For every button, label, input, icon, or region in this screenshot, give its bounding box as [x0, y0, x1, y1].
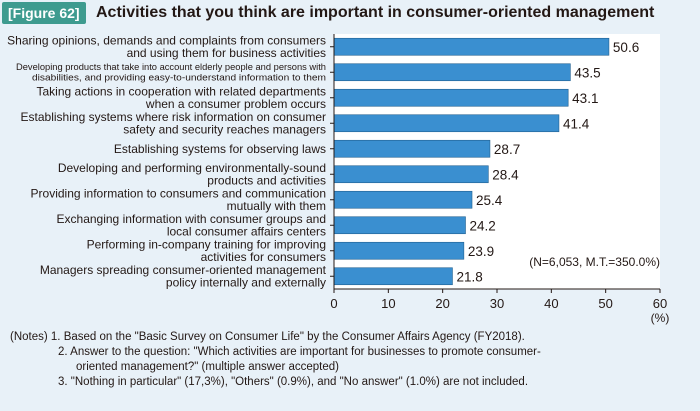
note-2-cont: oriented management?" (multiple answer a…	[76, 361, 339, 373]
category-label: Establishing systems where risk informat…	[21, 110, 326, 124]
x-tick-label: 20	[435, 296, 449, 311]
category-label: policy internally and externally	[166, 276, 326, 290]
bar	[333, 63, 571, 82]
x-tick-label: 30	[490, 296, 504, 311]
category-label: Managers spreading consumer-oriented man…	[40, 263, 327, 277]
x-axis-unit: (%)	[651, 311, 670, 325]
bar	[333, 241, 465, 260]
x-tick-label: 40	[544, 296, 558, 311]
bar	[333, 37, 610, 56]
bar-value-label: 43.1	[572, 91, 598, 106]
bar-value-label: 50.6	[613, 40, 639, 55]
bar-value-label: 43.5	[574, 65, 600, 80]
bar-value-label: 24.2	[469, 218, 495, 233]
note-text: 1. Based on the "Basic Survey on Consume…	[50, 331, 525, 343]
category-label: mutually with them	[227, 199, 326, 213]
bar	[333, 139, 491, 158]
category-label: Establishing systems for observing laws	[114, 142, 326, 156]
category-label: and using them for business activities	[127, 46, 326, 60]
bar-value-label: 23.9	[468, 244, 494, 259]
bar	[333, 88, 569, 107]
figure-label: [Figure 62]	[2, 2, 86, 24]
bar-value-label: 28.7	[494, 142, 520, 157]
category-label: when a consumer problem occurs	[145, 97, 326, 111]
category-label: disabilities, and providing easy-to-unde…	[32, 73, 326, 83]
bar-value-label: 25.4	[476, 193, 503, 208]
category-label: Taking actions in cooperation with relat…	[37, 85, 327, 99]
note-1: (Notes) 1. Based on the "Basic Survey on…	[10, 330, 695, 345]
x-tick-label: 0	[330, 296, 337, 311]
bar-value-label: 21.8	[456, 269, 482, 284]
category-label: activities for consumers	[201, 250, 326, 264]
x-tick-label: 10	[381, 296, 395, 311]
category-label: products and activities	[207, 174, 326, 188]
bar-value-label: 28.4	[492, 167, 519, 182]
notes-lead: (Notes)	[10, 331, 48, 343]
bar	[333, 267, 453, 286]
chart-container: 50.6 Sharing opinions, demands and compla…	[0, 28, 700, 328]
bar	[333, 216, 466, 235]
category-label: Developing and performing environmentall…	[58, 161, 326, 175]
category-label: Exchanging information with consumer gro…	[57, 212, 326, 226]
category-label: local consumer affairs centers	[167, 225, 326, 239]
category-label: Developing products that take into accou…	[16, 62, 326, 72]
category-label: safety and security reaches managers	[123, 123, 326, 137]
category-label: Providing information to consumers and c…	[31, 187, 326, 201]
note-3: 3. "Nothing in particular" (17,3%), "Oth…	[58, 376, 529, 388]
bar	[333, 114, 560, 133]
x-tick-label: 50	[598, 296, 612, 311]
figure-title: Activities that you think are important …	[96, 4, 655, 21]
bar-chart: 50.6 Sharing opinions, demands and compla…	[7, 34, 670, 325]
bar-value-label: 41.4	[563, 116, 590, 131]
category-label: Sharing opinions, demands and complaints…	[7, 34, 326, 48]
note-2: 2. Answer to the question: "Which activi…	[58, 346, 541, 358]
category-label: Performing in-company training for impro…	[87, 238, 326, 252]
bar	[333, 165, 489, 184]
notes-section: (Notes) 1. Based on the "Basic Survey on…	[10, 330, 695, 390]
bar	[333, 190, 473, 209]
sample-size-annotation: (N=6,053, M.T.=350.0%)	[529, 255, 660, 269]
x-tick-label: 60	[653, 296, 667, 311]
